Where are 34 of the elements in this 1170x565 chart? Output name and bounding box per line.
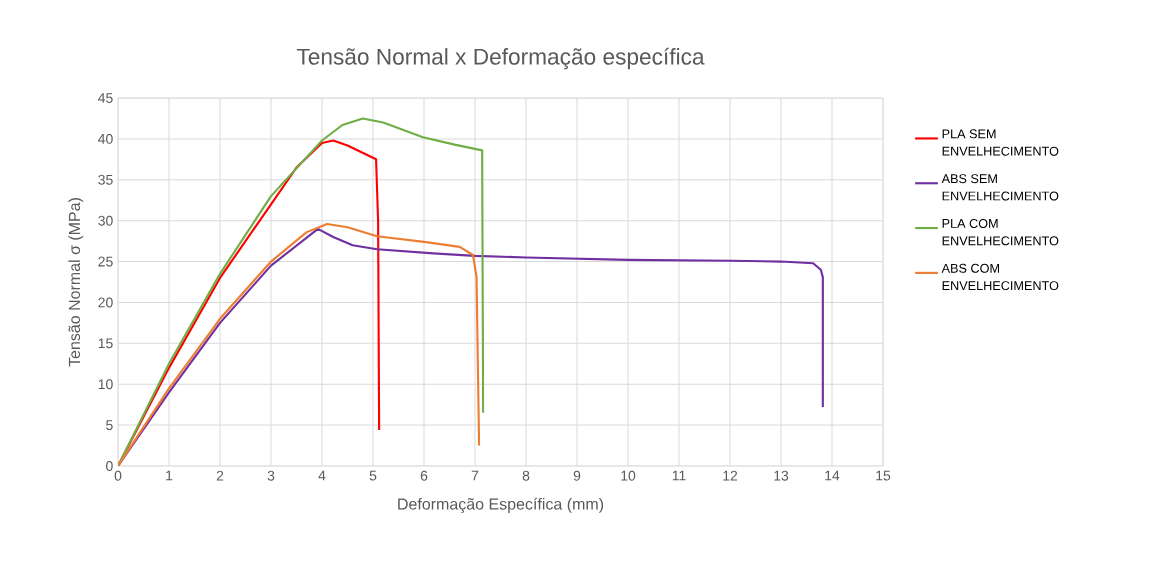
y-tick-label: 0 xyxy=(106,461,113,471)
x-tick-label: 3 xyxy=(267,470,275,481)
x-tick-label: 0 xyxy=(114,470,122,481)
x-tick-label: 12 xyxy=(723,470,738,481)
x-tick-label: 14 xyxy=(825,470,840,481)
x-axis-title: Deformação Específica (mm) xyxy=(398,497,604,513)
y-tick-label: 25 xyxy=(98,256,113,267)
x-tick-label: 1 xyxy=(166,470,173,481)
y-tick-label: 30 xyxy=(98,215,113,226)
line-series xyxy=(118,222,481,466)
x-tick-label: 2 xyxy=(216,470,224,481)
chart-title: Tensão Normal x Deformação específica xyxy=(296,47,705,70)
y-tick-label: 5 xyxy=(106,420,113,431)
y-tick-label: 20 xyxy=(98,297,113,308)
x-tick-label: 13 xyxy=(774,470,789,481)
x-tick-label: 10 xyxy=(621,470,636,481)
x-tick-label: 15 xyxy=(876,470,891,481)
y-axis-title: Tensão Normal σ (MPa) xyxy=(68,198,84,367)
legend-label: PLA COM ENVELHECIMENTO xyxy=(942,219,1059,246)
legend-label: PLA SEM ENVELHECIMENTO xyxy=(942,129,1059,156)
y-tick-label: 40 xyxy=(98,133,113,144)
legend-label: ABS COM ENVELHECIMENTO xyxy=(941,263,1059,291)
y-tick-label: 35 xyxy=(98,174,113,185)
x-tick-label: 7 xyxy=(471,470,479,481)
y-tick-label: 45 xyxy=(98,93,113,103)
x-tick-label: 9 xyxy=(573,470,581,481)
x-tick-label: 5 xyxy=(369,470,377,481)
x-tick-label: 6 xyxy=(420,470,428,481)
x-tick-label: 4 xyxy=(318,470,326,481)
x-tick-label: 11 xyxy=(672,470,686,481)
x-tick-label: 8 xyxy=(522,470,530,481)
y-tick-label: 10 xyxy=(98,379,113,390)
y-tick-label: 15 xyxy=(98,338,113,349)
legend-label: ABS SEM ENVELHECIMENTO xyxy=(941,174,1059,201)
